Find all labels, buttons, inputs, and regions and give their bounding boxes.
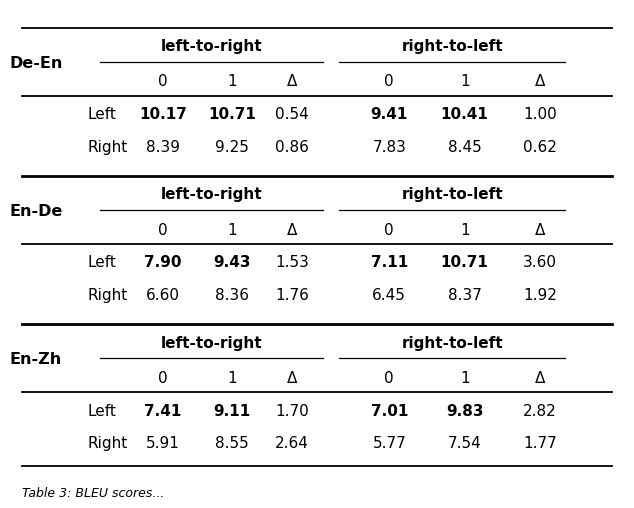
Text: 1.00: 1.00 <box>523 107 557 122</box>
Text: Right: Right <box>87 436 128 451</box>
Text: 8.45: 8.45 <box>448 140 482 155</box>
Text: 1.70: 1.70 <box>275 403 309 419</box>
Text: 9.11: 9.11 <box>214 403 251 419</box>
Text: De-En: De-En <box>9 55 62 71</box>
Text: 9.83: 9.83 <box>446 403 484 419</box>
Text: Table 3: BLEU scores...: Table 3: BLEU scores... <box>22 487 164 500</box>
Text: 0: 0 <box>384 74 394 89</box>
Text: 10.17: 10.17 <box>139 107 187 122</box>
Text: 0.54: 0.54 <box>275 107 309 122</box>
Text: 10.71: 10.71 <box>208 107 256 122</box>
Text: 7.11: 7.11 <box>371 256 408 270</box>
Text: 0: 0 <box>384 371 394 386</box>
Text: 7.83: 7.83 <box>372 140 406 155</box>
Text: 0: 0 <box>158 74 168 89</box>
Text: 2.82: 2.82 <box>523 403 557 419</box>
Text: Δ: Δ <box>535 223 545 238</box>
Text: 9.43: 9.43 <box>214 256 251 270</box>
Text: 10.71: 10.71 <box>441 256 489 270</box>
Text: 2.64: 2.64 <box>275 436 309 451</box>
Text: right-to-left: right-to-left <box>401 39 503 54</box>
Text: right-to-left: right-to-left <box>401 187 503 203</box>
Text: 0.86: 0.86 <box>275 140 309 155</box>
Text: Left: Left <box>87 107 117 122</box>
Text: 1: 1 <box>228 74 237 89</box>
Text: 8.55: 8.55 <box>216 436 249 451</box>
Text: 1: 1 <box>460 223 470 238</box>
Text: Right: Right <box>87 288 128 303</box>
Text: 7.54: 7.54 <box>448 436 482 451</box>
Text: 5.91: 5.91 <box>146 436 180 451</box>
Text: 1: 1 <box>460 74 470 89</box>
Text: 1: 1 <box>228 223 237 238</box>
Text: left-to-right: left-to-right <box>161 39 262 54</box>
Text: 0: 0 <box>158 371 168 386</box>
Text: Left: Left <box>87 256 117 270</box>
Text: 0: 0 <box>158 223 168 238</box>
Text: Left: Left <box>87 403 117 419</box>
Text: Δ: Δ <box>287 223 297 238</box>
Text: 7.41: 7.41 <box>145 403 182 419</box>
Text: 7.90: 7.90 <box>145 256 182 270</box>
Text: Δ: Δ <box>287 74 297 89</box>
Text: 0: 0 <box>384 223 394 238</box>
Text: 1.77: 1.77 <box>523 436 557 451</box>
Text: 8.36: 8.36 <box>215 288 249 303</box>
Text: 1.53: 1.53 <box>275 256 309 270</box>
Text: 1: 1 <box>460 371 470 386</box>
Text: Δ: Δ <box>287 371 297 386</box>
Text: right-to-left: right-to-left <box>401 336 503 351</box>
Text: 1.76: 1.76 <box>275 288 309 303</box>
Text: 0.62: 0.62 <box>523 140 557 155</box>
Text: Δ: Δ <box>535 371 545 386</box>
Text: left-to-right: left-to-right <box>161 336 262 351</box>
Text: 9.25: 9.25 <box>215 140 249 155</box>
Text: 8.39: 8.39 <box>146 140 180 155</box>
Text: 6.45: 6.45 <box>372 288 406 303</box>
Text: Right: Right <box>87 140 128 155</box>
Text: Δ: Δ <box>535 74 545 89</box>
Text: 7.01: 7.01 <box>371 403 408 419</box>
Text: En-De: En-De <box>9 204 62 219</box>
Text: left-to-right: left-to-right <box>161 187 262 203</box>
Text: 1.92: 1.92 <box>523 288 557 303</box>
Text: 6.60: 6.60 <box>146 288 180 303</box>
Text: 1: 1 <box>228 371 237 386</box>
Text: En-Zh: En-Zh <box>9 352 61 367</box>
Text: 10.41: 10.41 <box>441 107 489 122</box>
Text: 9.41: 9.41 <box>371 107 408 122</box>
Text: 3.60: 3.60 <box>523 256 557 270</box>
Text: 5.77: 5.77 <box>372 436 406 451</box>
Text: 8.37: 8.37 <box>448 288 482 303</box>
